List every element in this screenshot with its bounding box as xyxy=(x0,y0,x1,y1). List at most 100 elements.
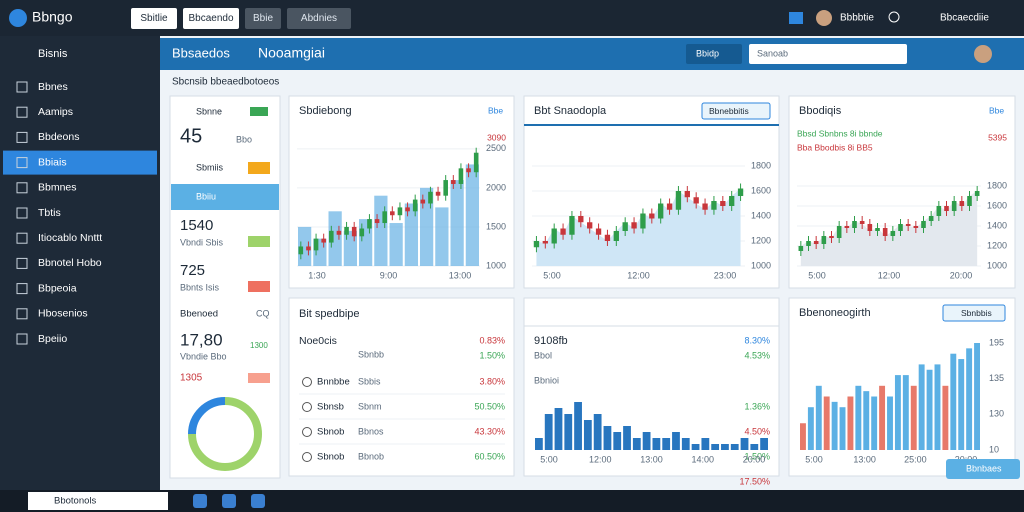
active-item xyxy=(3,150,157,175)
candle-body xyxy=(693,197,699,204)
candle-body xyxy=(675,191,682,210)
row-name[interactable]: Sbnob xyxy=(317,452,344,463)
tab-label[interactable]: Bbie xyxy=(253,13,273,24)
row-name[interactable]: Sbnsb xyxy=(317,402,344,413)
x-tick-label: 23:00 xyxy=(714,270,737,280)
candle-body xyxy=(466,168,471,173)
row-name[interactable]: Sbnob xyxy=(317,427,344,438)
y-tick-label: 1800 xyxy=(751,160,771,170)
menu-item[interactable]: Aamips xyxy=(38,106,73,118)
indicator xyxy=(248,281,270,292)
menu-item[interactable]: Bbnotel Hobo xyxy=(38,257,102,269)
candle-body xyxy=(821,236,827,244)
card xyxy=(523,325,780,477)
floating-button-label[interactable]: Bbnbaes xyxy=(966,463,1002,473)
row-value: 3.80% xyxy=(479,376,505,386)
bar xyxy=(974,343,980,450)
bar xyxy=(564,414,573,450)
card-button[interactable] xyxy=(701,102,771,120)
y-tick-label: 1600 xyxy=(987,200,1007,210)
card-button[interactable] xyxy=(942,304,1006,322)
app-icon[interactable] xyxy=(222,494,236,508)
tab[interactable] xyxy=(287,8,351,29)
menu-item[interactable]: Hbosenios xyxy=(38,308,88,320)
app-icon[interactable] xyxy=(193,494,207,508)
y-tick-label: 195 xyxy=(989,337,1004,347)
bar xyxy=(672,432,680,450)
bar xyxy=(750,444,759,450)
row-value: 60.50% xyxy=(474,451,505,461)
candle-body xyxy=(928,216,934,221)
taskbar-search[interactable]: Bbotonols xyxy=(54,496,97,507)
menu-item[interactable]: Tbtis xyxy=(38,207,61,219)
logo-icon xyxy=(9,9,27,27)
y-tick-label: 2000 xyxy=(486,182,506,192)
x-tick-label: 13:00 xyxy=(449,270,472,280)
card-button-label[interactable]: Sbnbbis xyxy=(961,308,992,318)
header-button[interactable] xyxy=(686,44,742,64)
candle-body xyxy=(882,228,888,236)
bar xyxy=(950,353,957,450)
x-tick-label: 14:00 xyxy=(691,454,714,464)
search-icon[interactable] xyxy=(888,11,900,23)
y-tick-label: 1800 xyxy=(987,180,1007,190)
y-tick-label: 1400 xyxy=(987,220,1007,230)
row-sub: Bbnob xyxy=(358,451,384,461)
tab-label[interactable]: Abdnies xyxy=(301,13,337,24)
menu-item[interactable]: Bbnes xyxy=(38,81,68,93)
table-head: Sbnbb xyxy=(358,349,384,359)
indicator xyxy=(248,236,270,247)
menu-item[interactable]: Bbdeons xyxy=(38,131,79,143)
candle-body xyxy=(604,234,611,241)
bar xyxy=(807,407,814,450)
menu-item[interactable]: Bpeiio xyxy=(38,333,67,345)
legend-item: Bbsd Sbnbns 8i bbnde xyxy=(797,128,883,138)
menu-item[interactable]: Itiocablo Nnttt xyxy=(38,232,102,244)
row-icon xyxy=(302,377,312,387)
bar xyxy=(740,438,749,450)
tab[interactable] xyxy=(245,8,281,29)
bar xyxy=(593,414,602,450)
row-name[interactable]: Bnnbbe xyxy=(317,377,350,388)
search-field[interactable] xyxy=(28,492,168,510)
tab[interactable] xyxy=(183,8,239,29)
x-tick-label: 5:00 xyxy=(808,270,826,280)
candle-body xyxy=(313,238,319,251)
candle-body xyxy=(595,228,602,235)
floating-button[interactable] xyxy=(946,459,1020,479)
menu-item[interactable]: Bbpeoia xyxy=(38,282,77,294)
x-tick-label: 5:00 xyxy=(543,270,561,280)
tab[interactable] xyxy=(131,8,177,29)
badge xyxy=(250,107,268,116)
bar xyxy=(681,438,690,450)
tab-label[interactable]: Sbitlie xyxy=(140,13,168,24)
card-button-label[interactable]: Bbnebbitis xyxy=(709,106,749,116)
app-icon[interactable] xyxy=(251,494,265,508)
active-label[interactable]: Bbiiu xyxy=(196,191,216,201)
menu-icon xyxy=(16,257,28,269)
card-title: Bit spedbipe xyxy=(299,308,360,320)
row-right: 1.36% xyxy=(744,401,770,411)
candle-body xyxy=(658,203,664,219)
big-value: 17,80 xyxy=(180,330,223,349)
bar xyxy=(918,364,925,450)
menu-icon xyxy=(16,106,28,118)
tab-label[interactable]: Bbcaendo xyxy=(188,13,233,24)
volume-bar xyxy=(389,223,403,266)
header-button-label[interactable]: Bbidp xyxy=(696,48,719,58)
candle-body xyxy=(649,213,655,219)
search-box[interactable] xyxy=(749,44,907,64)
search-placeholder[interactable]: Sanoab xyxy=(757,48,788,58)
menu-item[interactable]: Bbmnes xyxy=(38,182,77,194)
candle-body xyxy=(329,230,334,243)
menu-item[interactable]: Bbiais xyxy=(38,156,67,168)
y-tick-label: 1200 xyxy=(751,235,771,245)
stat-label: Sbnne xyxy=(196,106,222,116)
menu-icon xyxy=(16,308,28,320)
candle-body xyxy=(806,241,811,246)
candle-body xyxy=(890,231,896,236)
bar xyxy=(554,408,563,450)
candle-body xyxy=(852,221,857,228)
menu-icon xyxy=(16,131,28,143)
